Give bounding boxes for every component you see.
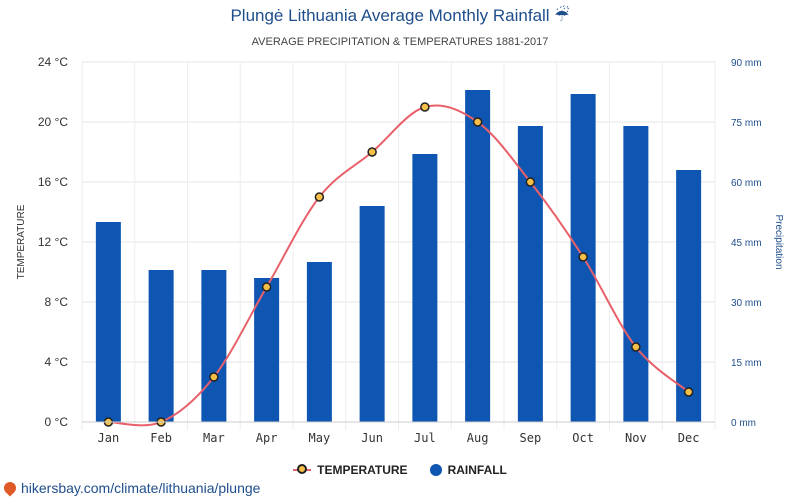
x-tick-label: Apr — [256, 431, 278, 445]
rainfall-bars — [95, 90, 702, 422]
temperature-point — [367, 147, 377, 157]
temperature-point — [578, 252, 588, 262]
temperature-point — [420, 102, 430, 112]
y-tick-label-left: 12 °C — [38, 235, 68, 249]
x-tick-label: May — [309, 431, 331, 445]
chart-title: Plungė Lithuania Average Monthly Rainfal… — [230, 6, 570, 25]
x-tick-label: Jan — [98, 431, 120, 445]
temperature-point — [525, 177, 536, 187]
rainfall-bar — [359, 206, 385, 422]
rainfall-bar — [623, 126, 649, 422]
temperature-point — [683, 387, 694, 397]
x-tick-label: Dec — [678, 431, 700, 445]
y-tick-label-right: 0 mm — [731, 418, 756, 429]
temperature-point — [314, 192, 325, 202]
rainfall-bar — [306, 262, 332, 422]
temperature-point — [472, 117, 483, 127]
location-pin-icon — [1, 479, 19, 497]
temperature-point — [209, 372, 219, 382]
grid-lines — [81, 61, 716, 430]
y-tick-label-right: 90 mm — [731, 58, 762, 69]
y-tick-label-right: 60 mm — [731, 178, 762, 189]
x-tick-label: Feb — [150, 431, 172, 445]
temperature-markers — [103, 102, 694, 427]
temperature-point — [261, 282, 272, 292]
footer-link-text: hikersbay.com/climate/lithuania/plunge — [21, 480, 261, 496]
x-tick-label: Nov — [625, 431, 647, 445]
x-tick-label: Jun — [361, 431, 383, 445]
y-axis-title-right: Precipitation — [773, 214, 784, 269]
chart-subtitle: AVERAGE PRECIPITATION & TEMPERATURES 188… — [251, 36, 549, 48]
footer-link[interactable]: hikersbay.com/climate/lithuania/plunge — [1, 479, 261, 497]
y-tick-label-left: 24 °C — [38, 55, 68, 69]
y-tick-label-left: 20 °C — [38, 115, 68, 129]
y-tick-label-right: 75 mm — [731, 118, 762, 129]
y-tick-label-right: 30 mm — [731, 298, 762, 309]
legend-label-temperature: TEMPERATURE — [317, 463, 408, 477]
y-tick-label-left: 8 °C — [45, 295, 69, 309]
rainfall-bar — [517, 126, 543, 422]
rainfall-bar — [95, 222, 121, 422]
x-tick-label: Mar — [203, 431, 225, 445]
rainfall-bar — [254, 278, 280, 422]
y-axis-title-left: TEMPERATURE — [16, 204, 27, 279]
legend-label-rainfall: RAINFALL — [447, 463, 507, 477]
x-tick-label: Aug — [467, 431, 489, 445]
temperature-point — [631, 342, 641, 352]
y-tick-label-left: 16 °C — [38, 175, 68, 189]
chart-canvas: 0 °C 0 mm 4 °C 15 mm 8 °C 30 mm 12 °C 45 mm 16 °… — [16, 55, 784, 445]
y-tick-label-right: 45 mm — [731, 238, 762, 249]
rainfall-bar — [465, 90, 491, 422]
rainfall-bar — [412, 154, 438, 422]
x-tick-label: Jul — [414, 431, 436, 445]
x-tick-label: Sep — [520, 431, 542, 445]
rainfall-bar — [201, 270, 227, 422]
legend-item-rainfall[interactable]: RAINFALL — [429, 463, 507, 477]
x-tick-label: Oct — [572, 431, 594, 445]
temperature-legend-icon — [293, 464, 312, 475]
legend-item-temperature[interactable]: TEMPERATURE — [293, 463, 408, 477]
rainfall-bar — [676, 170, 702, 422]
y-tick-label-right: 15 mm — [731, 358, 762, 369]
y-tick-label-left: 0 °C — [45, 415, 69, 429]
y-tick-label-left: 4 °C — [45, 355, 69, 369]
legend: TEMPERATURE RAINFALL — [0, 463, 800, 477]
axes: 0 °C 0 mm 4 °C 15 mm 8 °C 30 mm 12 °C 45 mm 16 °… — [16, 55, 784, 445]
rainfall-legend-icon — [429, 464, 442, 476]
rainfall-bar — [148, 270, 174, 422]
